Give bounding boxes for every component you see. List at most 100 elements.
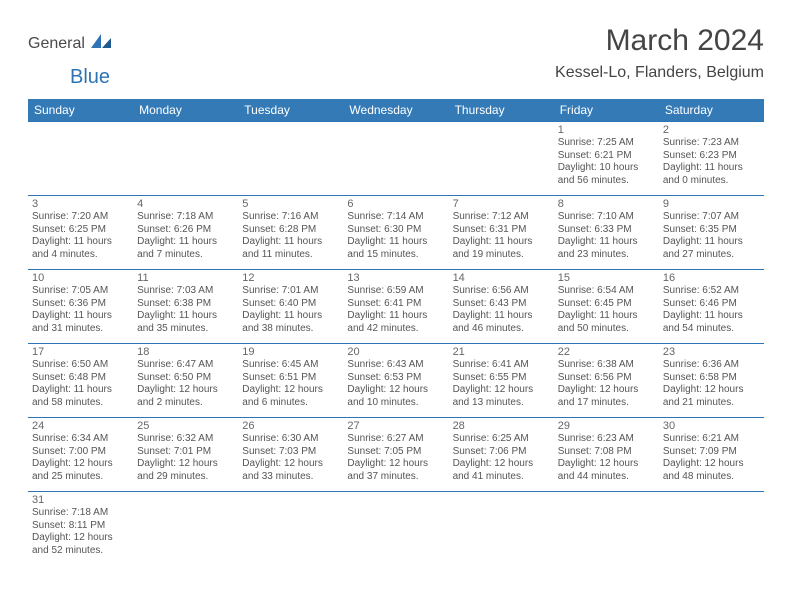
calendar-day-cell: 14Sunrise: 6:56 AMSunset: 6:43 PMDayligh… (449, 270, 554, 344)
weekday-header: Saturday (659, 99, 764, 122)
calendar-empty-cell (28, 122, 133, 196)
calendar-day-cell: 15Sunrise: 6:54 AMSunset: 6:45 PMDayligh… (554, 270, 659, 344)
logo: General (28, 32, 115, 55)
location-text: Kessel-Lo, Flanders, Belgium (555, 64, 764, 82)
calendar-day-cell: 12Sunrise: 7:01 AMSunset: 6:40 PMDayligh… (238, 270, 343, 344)
calendar-empty-cell (449, 122, 554, 196)
calendar-day-cell: 22Sunrise: 6:38 AMSunset: 6:56 PMDayligh… (554, 344, 659, 418)
day-info: Sunrise: 7:10 AMSunset: 6:33 PMDaylight:… (558, 211, 655, 261)
day-info: Sunrise: 7:20 AMSunset: 6:25 PMDaylight:… (32, 211, 129, 261)
day-number: 15 (558, 272, 655, 284)
calendar-empty-cell (343, 492, 448, 566)
day-number: 27 (347, 420, 444, 432)
day-number: 9 (663, 198, 760, 210)
day-info: Sunrise: 7:12 AMSunset: 6:31 PMDaylight:… (453, 211, 550, 261)
calendar-day-cell: 25Sunrise: 6:32 AMSunset: 7:01 PMDayligh… (133, 418, 238, 492)
day-number: 19 (242, 346, 339, 358)
calendar-empty-cell (238, 122, 343, 196)
day-number: 1 (558, 124, 655, 136)
calendar-day-cell: 26Sunrise: 6:30 AMSunset: 7:03 PMDayligh… (238, 418, 343, 492)
calendar-week-row: 1Sunrise: 7:25 AMSunset: 6:21 PMDaylight… (28, 122, 764, 196)
day-info: Sunrise: 7:25 AMSunset: 6:21 PMDaylight:… (558, 137, 655, 187)
day-number: 29 (558, 420, 655, 432)
day-info: Sunrise: 7:16 AMSunset: 6:28 PMDaylight:… (242, 211, 339, 261)
day-number: 4 (137, 198, 234, 210)
calendar-week-row: 31Sunrise: 7:18 AMSunset: 8:11 PMDayligh… (28, 492, 764, 566)
day-info: Sunrise: 6:34 AMSunset: 7:00 PMDaylight:… (32, 433, 129, 483)
logo-text-blue: Blue (70, 66, 110, 88)
calendar-day-cell: 11Sunrise: 7:03 AMSunset: 6:38 PMDayligh… (133, 270, 238, 344)
weekday-header: Wednesday (343, 99, 448, 122)
sail-icon (89, 32, 113, 55)
day-info: Sunrise: 6:59 AMSunset: 6:41 PMDaylight:… (347, 285, 444, 335)
calendar-week-row: 10Sunrise: 7:05 AMSunset: 6:36 PMDayligh… (28, 270, 764, 344)
day-info: Sunrise: 6:27 AMSunset: 7:05 PMDaylight:… (347, 433, 444, 483)
calendar-day-cell: 20Sunrise: 6:43 AMSunset: 6:53 PMDayligh… (343, 344, 448, 418)
day-info: Sunrise: 6:30 AMSunset: 7:03 PMDaylight:… (242, 433, 339, 483)
day-number: 14 (453, 272, 550, 284)
day-info: Sunrise: 7:18 AMSunset: 8:11 PMDaylight:… (32, 507, 129, 557)
calendar-day-cell: 4Sunrise: 7:18 AMSunset: 6:26 PMDaylight… (133, 196, 238, 270)
day-info: Sunrise: 6:43 AMSunset: 6:53 PMDaylight:… (347, 359, 444, 409)
calendar-day-cell: 2Sunrise: 7:23 AMSunset: 6:23 PMDaylight… (659, 122, 764, 196)
calendar-day-cell: 10Sunrise: 7:05 AMSunset: 6:36 PMDayligh… (28, 270, 133, 344)
calendar-week-row: 3Sunrise: 7:20 AMSunset: 6:25 PMDaylight… (28, 196, 764, 270)
weekday-header: Friday (554, 99, 659, 122)
calendar-header-row: SundayMondayTuesdayWednesdayThursdayFrid… (28, 99, 764, 122)
calendar-table: SundayMondayTuesdayWednesdayThursdayFrid… (28, 99, 764, 566)
calendar-day-cell: 13Sunrise: 6:59 AMSunset: 6:41 PMDayligh… (343, 270, 448, 344)
calendar-day-cell: 21Sunrise: 6:41 AMSunset: 6:55 PMDayligh… (449, 344, 554, 418)
day-info: Sunrise: 6:54 AMSunset: 6:45 PMDaylight:… (558, 285, 655, 335)
calendar-empty-cell (343, 122, 448, 196)
calendar-day-cell: 1Sunrise: 7:25 AMSunset: 6:21 PMDaylight… (554, 122, 659, 196)
day-info: Sunrise: 7:01 AMSunset: 6:40 PMDaylight:… (242, 285, 339, 335)
calendar-empty-cell (554, 492, 659, 566)
calendar-body: 1Sunrise: 7:25 AMSunset: 6:21 PMDaylight… (28, 122, 764, 566)
day-number: 31 (32, 494, 129, 506)
calendar-day-cell: 17Sunrise: 6:50 AMSunset: 6:48 PMDayligh… (28, 344, 133, 418)
day-number: 23 (663, 346, 760, 358)
day-number: 20 (347, 346, 444, 358)
weekday-header: Tuesday (238, 99, 343, 122)
calendar-day-cell: 27Sunrise: 6:27 AMSunset: 7:05 PMDayligh… (343, 418, 448, 492)
day-info: Sunrise: 6:47 AMSunset: 6:50 PMDaylight:… (137, 359, 234, 409)
day-number: 26 (242, 420, 339, 432)
calendar-week-row: 24Sunrise: 6:34 AMSunset: 7:00 PMDayligh… (28, 418, 764, 492)
day-info: Sunrise: 7:05 AMSunset: 6:36 PMDaylight:… (32, 285, 129, 335)
day-info: Sunrise: 6:41 AMSunset: 6:55 PMDaylight:… (453, 359, 550, 409)
day-number: 8 (558, 198, 655, 210)
calendar-empty-cell (659, 492, 764, 566)
calendar-day-cell: 5Sunrise: 7:16 AMSunset: 6:28 PMDaylight… (238, 196, 343, 270)
weekday-header: Sunday (28, 99, 133, 122)
calendar-day-cell: 30Sunrise: 6:21 AMSunset: 7:09 PMDayligh… (659, 418, 764, 492)
calendar-day-cell: 3Sunrise: 7:20 AMSunset: 6:25 PMDaylight… (28, 196, 133, 270)
month-title: March 2024 (555, 24, 764, 58)
calendar-day-cell: 9Sunrise: 7:07 AMSunset: 6:35 PMDaylight… (659, 196, 764, 270)
calendar-empty-cell (133, 492, 238, 566)
day-number: 18 (137, 346, 234, 358)
day-info: Sunrise: 6:50 AMSunset: 6:48 PMDaylight:… (32, 359, 129, 409)
day-number: 25 (137, 420, 234, 432)
day-info: Sunrise: 6:38 AMSunset: 6:56 PMDaylight:… (558, 359, 655, 409)
calendar-day-cell: 16Sunrise: 6:52 AMSunset: 6:46 PMDayligh… (659, 270, 764, 344)
calendar-empty-cell (238, 492, 343, 566)
calendar-empty-cell (133, 122, 238, 196)
day-info: Sunrise: 6:25 AMSunset: 7:06 PMDaylight:… (453, 433, 550, 483)
day-info: Sunrise: 6:45 AMSunset: 6:51 PMDaylight:… (242, 359, 339, 409)
calendar-day-cell: 29Sunrise: 6:23 AMSunset: 7:08 PMDayligh… (554, 418, 659, 492)
calendar-day-cell: 31Sunrise: 7:18 AMSunset: 8:11 PMDayligh… (28, 492, 133, 566)
day-number: 22 (558, 346, 655, 358)
calendar-day-cell: 8Sunrise: 7:10 AMSunset: 6:33 PMDaylight… (554, 196, 659, 270)
day-number: 12 (242, 272, 339, 284)
day-info: Sunrise: 6:56 AMSunset: 6:43 PMDaylight:… (453, 285, 550, 335)
day-info: Sunrise: 7:14 AMSunset: 6:30 PMDaylight:… (347, 211, 444, 261)
day-info: Sunrise: 6:23 AMSunset: 7:08 PMDaylight:… (558, 433, 655, 483)
title-block: March 2024 Kessel-Lo, Flanders, Belgium (555, 24, 764, 82)
calendar-day-cell: 6Sunrise: 7:14 AMSunset: 6:30 PMDaylight… (343, 196, 448, 270)
calendar-day-cell: 23Sunrise: 6:36 AMSunset: 6:58 PMDayligh… (659, 344, 764, 418)
calendar-day-cell: 24Sunrise: 6:34 AMSunset: 7:00 PMDayligh… (28, 418, 133, 492)
day-info: Sunrise: 6:52 AMSunset: 6:46 PMDaylight:… (663, 285, 760, 335)
day-number: 10 (32, 272, 129, 284)
day-number: 3 (32, 198, 129, 210)
day-number: 28 (453, 420, 550, 432)
